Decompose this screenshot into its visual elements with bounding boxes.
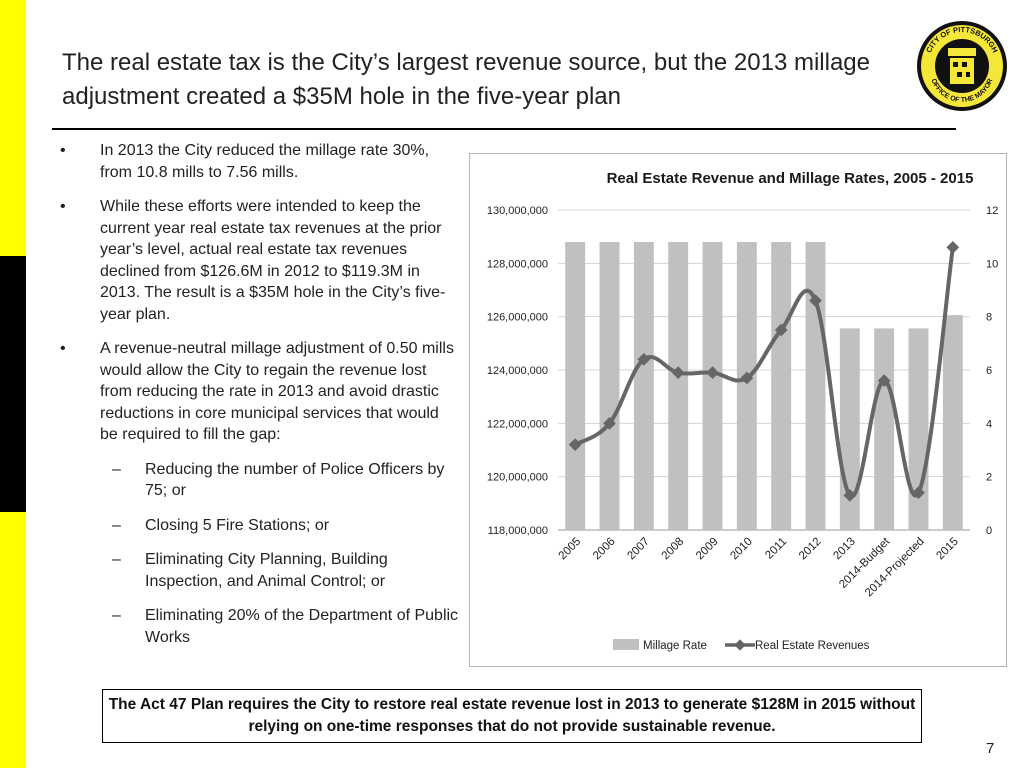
millage-bar — [771, 242, 792, 530]
y-left-tick-label: 118,000,000 — [488, 525, 548, 537]
bullet-list: • In 2013 the City reduced the millage r… — [60, 140, 460, 661]
bullet-item: • A revenue-neutral millage adjustment o… — [60, 338, 460, 446]
sub-bullet-text: Eliminating City Planning, Building Insp… — [145, 551, 388, 590]
x-category-label: 2008 — [660, 536, 687, 563]
revenue-line — [574, 247, 955, 499]
callout-box: The Act 47 Plan requires the City to res… — [102, 689, 922, 743]
chart-title: Real Estate Revenue and Millage Rates, 2… — [607, 170, 974, 187]
millage-bar — [805, 242, 826, 530]
revenue-point — [946, 240, 960, 254]
y-left-tick-label: 128,000,000 — [487, 258, 548, 270]
bullet-text: In 2013 the City reduced the millage rat… — [100, 142, 430, 181]
sub-bullet-item: – Eliminating City Planning, Building In… — [60, 549, 460, 592]
sub-bullet-text: Eliminating 20% of the Department of Pub… — [145, 607, 459, 646]
x-category-label: 2009 — [694, 536, 721, 563]
y-right-tick-label: 12 — [986, 205, 998, 217]
x-category-label: 2007 — [625, 536, 652, 563]
x-category-label: 2010 — [728, 536, 755, 563]
legend-marker-revenue — [734, 639, 746, 651]
x-category-label: 2012 — [797, 536, 824, 563]
x-category-label: 2015 — [934, 536, 961, 563]
x-category-label: 2014-Projected — [863, 536, 927, 600]
bullet-mark: • — [60, 198, 66, 215]
black-side-band — [0, 256, 26, 512]
x-category-label: 2005 — [557, 536, 584, 563]
sub-bullet-mark: – — [112, 516, 121, 534]
y-right-tick-label: 4 — [986, 418, 992, 430]
y-right-tick-label: 0 — [986, 525, 992, 537]
y-right-tick-label: 2 — [986, 472, 992, 484]
x-category-label: 2013 — [831, 536, 858, 563]
millage-bar — [633, 242, 654, 530]
sub-bullet-item: – Eliminating 20% of the Department of P… — [60, 605, 460, 648]
sub-bullet-text: Closing 5 Fire Stations; or — [145, 516, 330, 534]
bullet-mark: • — [60, 142, 66, 159]
sub-bullet-mark: – — [112, 551, 121, 568]
sub-bullet-mark: – — [112, 607, 121, 624]
revenue-point — [740, 371, 754, 385]
slide-title: The real estate tax is the City’s larges… — [62, 49, 870, 110]
x-category-label: 2006 — [591, 536, 618, 563]
sub-bullet-mark: – — [112, 460, 121, 478]
bullet-text: While these efforts were intended to kee… — [100, 198, 446, 323]
millage-bar — [908, 328, 929, 530]
sub-bullet-item: – Reducing the number of Police Officers… — [60, 459, 460, 502]
revenue-point — [774, 323, 788, 337]
y-left-tick-label: 120,000,000 — [487, 472, 548, 484]
sub-bullet-item: – Closing 5 Fire Stations; or — [60, 515, 460, 537]
millage-bar — [942, 315, 963, 530]
sub-bullet-text: Reducing the number of Police Officers b… — [145, 460, 445, 500]
revenue-point — [568, 438, 582, 452]
bullet-item: • In 2013 the City reduced the millage r… — [60, 140, 460, 183]
legend-swatch-millage — [613, 639, 639, 650]
x-category-label: 2011 — [763, 536, 789, 562]
city-of-pittsburgh-seal-icon: CITY OF PITTSBURGH OFFICE OF THE MAYOR — [917, 21, 1007, 111]
millage-bar — [736, 242, 757, 530]
y-left-tick-label: 126,000,000 — [487, 312, 548, 324]
revenue-point — [877, 374, 891, 388]
y-right-tick-label: 10 — [986, 258, 998, 270]
millage-bar — [668, 242, 689, 530]
legend-label-revenue: Real Estate Revenues — [755, 640, 870, 652]
millage-bar — [702, 242, 723, 530]
y-left-tick-label: 124,000,000 — [487, 365, 548, 377]
bullet-item: • While these efforts were intended to k… — [60, 196, 460, 325]
title-divider — [52, 128, 956, 130]
y-left-tick-label: 122,000,000 — [487, 418, 548, 430]
y-right-tick-label: 6 — [986, 365, 992, 377]
chart-frame: Real Estate Revenue and Millage Rates, 2… — [469, 153, 1007, 667]
page-number: 7 — [986, 740, 995, 757]
millage-bar — [599, 242, 620, 530]
bullet-mark: • — [60, 340, 66, 357]
legend-label-millage: Millage Rate — [643, 640, 707, 652]
y-left-tick-label: 130,000,000 — [487, 205, 548, 217]
millage-bar — [874, 328, 895, 530]
bullet-text: A revenue-neutral millage adjustment of … — [100, 340, 454, 443]
revenue-millage-chart: Real Estate Revenue and Millage Rates, 2… — [487, 170, 998, 652]
revenue-point — [843, 488, 857, 502]
y-right-tick-label: 8 — [986, 312, 992, 324]
millage-bar — [565, 242, 586, 530]
